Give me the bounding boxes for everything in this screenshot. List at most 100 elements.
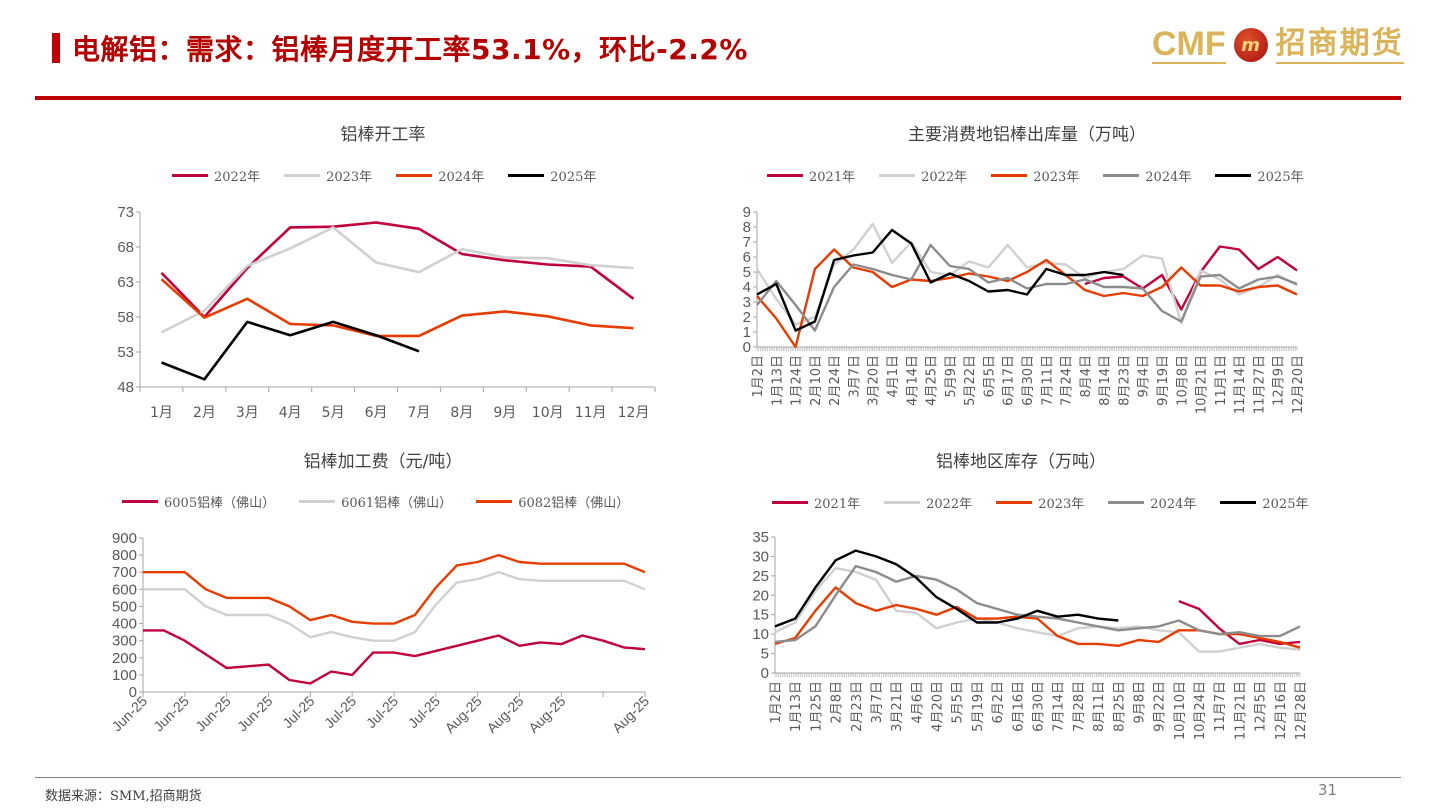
x-tick-label: 6月17日 — [1002, 355, 1017, 406]
series-line-2024年 — [160, 278, 634, 338]
x-tick-label: 2月24日 — [828, 355, 843, 406]
legend-label: 2022年 — [921, 170, 968, 185]
legend-label: 2025年 — [550, 170, 597, 185]
legend-swatch — [1215, 174, 1252, 177]
x-tick-label: Jul-25 — [405, 693, 443, 731]
legend-item: 2021年 — [767, 166, 855, 185]
page-title: 电解铝：需求：铝棒月度开工率53.1%，环比-2.2% — [72, 33, 748, 66]
x-tick-label: 11月 — [575, 405, 607, 421]
y-tick-label: 800 — [112, 547, 137, 564]
legend-swatch — [772, 501, 808, 504]
x-tick-label: 2月 — [193, 405, 216, 421]
x-tick-label: 10月21日 — [1195, 355, 1210, 414]
series-line-2021年 — [1178, 599, 1301, 646]
x-tick-label: 1月24日 — [790, 355, 805, 406]
series-line-2022年 — [755, 222, 1298, 326]
legend-item: 6082铝棒（佛山） — [476, 492, 629, 511]
legend-swatch — [476, 500, 513, 503]
legend-item: 2024年 — [1103, 166, 1191, 185]
x-tick-label: 4月14日 — [905, 355, 920, 406]
legend-swatch — [172, 174, 208, 177]
series-line-2023年 — [756, 248, 1298, 349]
legend-item: 2025年 — [1215, 166, 1303, 185]
legend-label: 2025年 — [1262, 497, 1309, 512]
x-tick-label: 7月11日 — [1040, 355, 1055, 406]
legend-swatch — [991, 174, 1028, 177]
y-tick-label: 63 — [117, 274, 134, 291]
legend-item: 2023年 — [996, 493, 1084, 512]
x-tick-label: 2月23日 — [850, 681, 865, 732]
x-tick-label: 8月25日 — [1112, 681, 1127, 732]
x-tick-label: 11月1日 — [1214, 355, 1229, 406]
legend-label: 2021年 — [814, 497, 861, 512]
y-tick-label: 25 — [752, 568, 769, 585]
legend-item: 2025年 — [1220, 493, 1308, 512]
legend-label: 2024年 — [1145, 170, 1192, 185]
legend-swatch — [1108, 501, 1145, 504]
y-tick-label: 1 — [743, 324, 751, 341]
legend-swatch — [767, 174, 803, 177]
x-tick-label: Aug-25 — [525, 693, 568, 736]
legend-item: 2022年 — [884, 493, 972, 512]
y-tick-label: 68 — [117, 239, 134, 256]
x-tick-label: 4月6日 — [910, 681, 925, 724]
x-tick-label: 3月 — [236, 405, 259, 421]
y-tick-label: 15 — [752, 607, 769, 624]
y-tick-label: 300 — [112, 633, 137, 650]
legend-label: 2023年 — [1038, 497, 1085, 512]
x-tick-label: 7月 — [407, 405, 430, 421]
x-tick-label: 9月8日 — [1132, 681, 1147, 724]
legend-swatch — [122, 500, 158, 503]
y-tick-label: 9 — [743, 204, 751, 221]
x-tick-label: Aug-25 — [483, 693, 526, 736]
y-tick-label: 73 — [117, 204, 134, 221]
x-tick-label: 3月7日 — [870, 681, 885, 724]
legend-swatch — [299, 500, 336, 503]
x-tick-label: 4月1日 — [886, 355, 901, 398]
legend-swatch — [879, 174, 916, 177]
x-tick-label: 3月7日 — [847, 355, 862, 398]
x-tick-label: 11月7日 — [1213, 681, 1228, 732]
x-tick-label: 11月27日 — [1252, 355, 1267, 414]
x-tick-label: Jul-25 — [279, 693, 317, 731]
legend-label: 6082铝棒（佛山） — [518, 496, 630, 511]
x-tick-label: 5月 — [322, 405, 345, 421]
legend-processing-fee: 6005铝棒（佛山） 6061铝棒（佛山） 6082铝棒（佛山） — [122, 492, 629, 511]
x-tick-label: 6月 — [365, 405, 388, 421]
y-tick-label: 30 — [752, 548, 769, 565]
x-tick-label: 10月 — [532, 405, 564, 421]
x-tick-label: 10月10日 — [1173, 681, 1188, 740]
legend-label: 2024年 — [1150, 497, 1197, 512]
y-tick-label: 600 — [112, 581, 137, 598]
x-tick-label: 3月20日 — [867, 355, 882, 406]
y-tick-label: 700 — [112, 564, 137, 581]
x-tick-label: 4月25日 — [925, 355, 940, 406]
legend-label: 2022年 — [926, 497, 973, 512]
legend-label: 2023年 — [1033, 170, 1080, 185]
series-line-2024年 — [756, 243, 1298, 332]
legend-label: 6005铝棒（佛山） — [164, 496, 276, 511]
y-tick-label: 6 — [743, 249, 751, 266]
y-tick-label: 7 — [743, 234, 751, 251]
x-tick-label: 2月8日 — [830, 681, 845, 724]
series-line-2025年 — [161, 320, 420, 381]
series-line-6082铝棒（佛山） — [143, 553, 646, 625]
x-tick-label: 6月2日 — [991, 681, 1006, 724]
x-tick-label: Jun-25 — [192, 693, 234, 735]
header-divider — [35, 96, 1401, 100]
x-tick-label: 8月11日 — [1092, 681, 1107, 732]
legend-label: 2024年 — [438, 170, 485, 185]
y-tick-label: 5 — [743, 264, 751, 281]
y-tick-label: 400 — [112, 616, 137, 633]
legend-item: 6005铝棒（佛山） — [122, 492, 275, 511]
series-line-2021年 — [1084, 245, 1298, 311]
legend-item: 2024年 — [396, 166, 484, 185]
legend-item: 2024年 — [1108, 493, 1196, 512]
company-logo: CMF m 招商期货 — [1152, 26, 1404, 64]
x-tick-label: 8月 — [450, 405, 473, 421]
y-tick-label: 900 — [112, 530, 137, 547]
series-line-2023年 — [160, 226, 634, 334]
